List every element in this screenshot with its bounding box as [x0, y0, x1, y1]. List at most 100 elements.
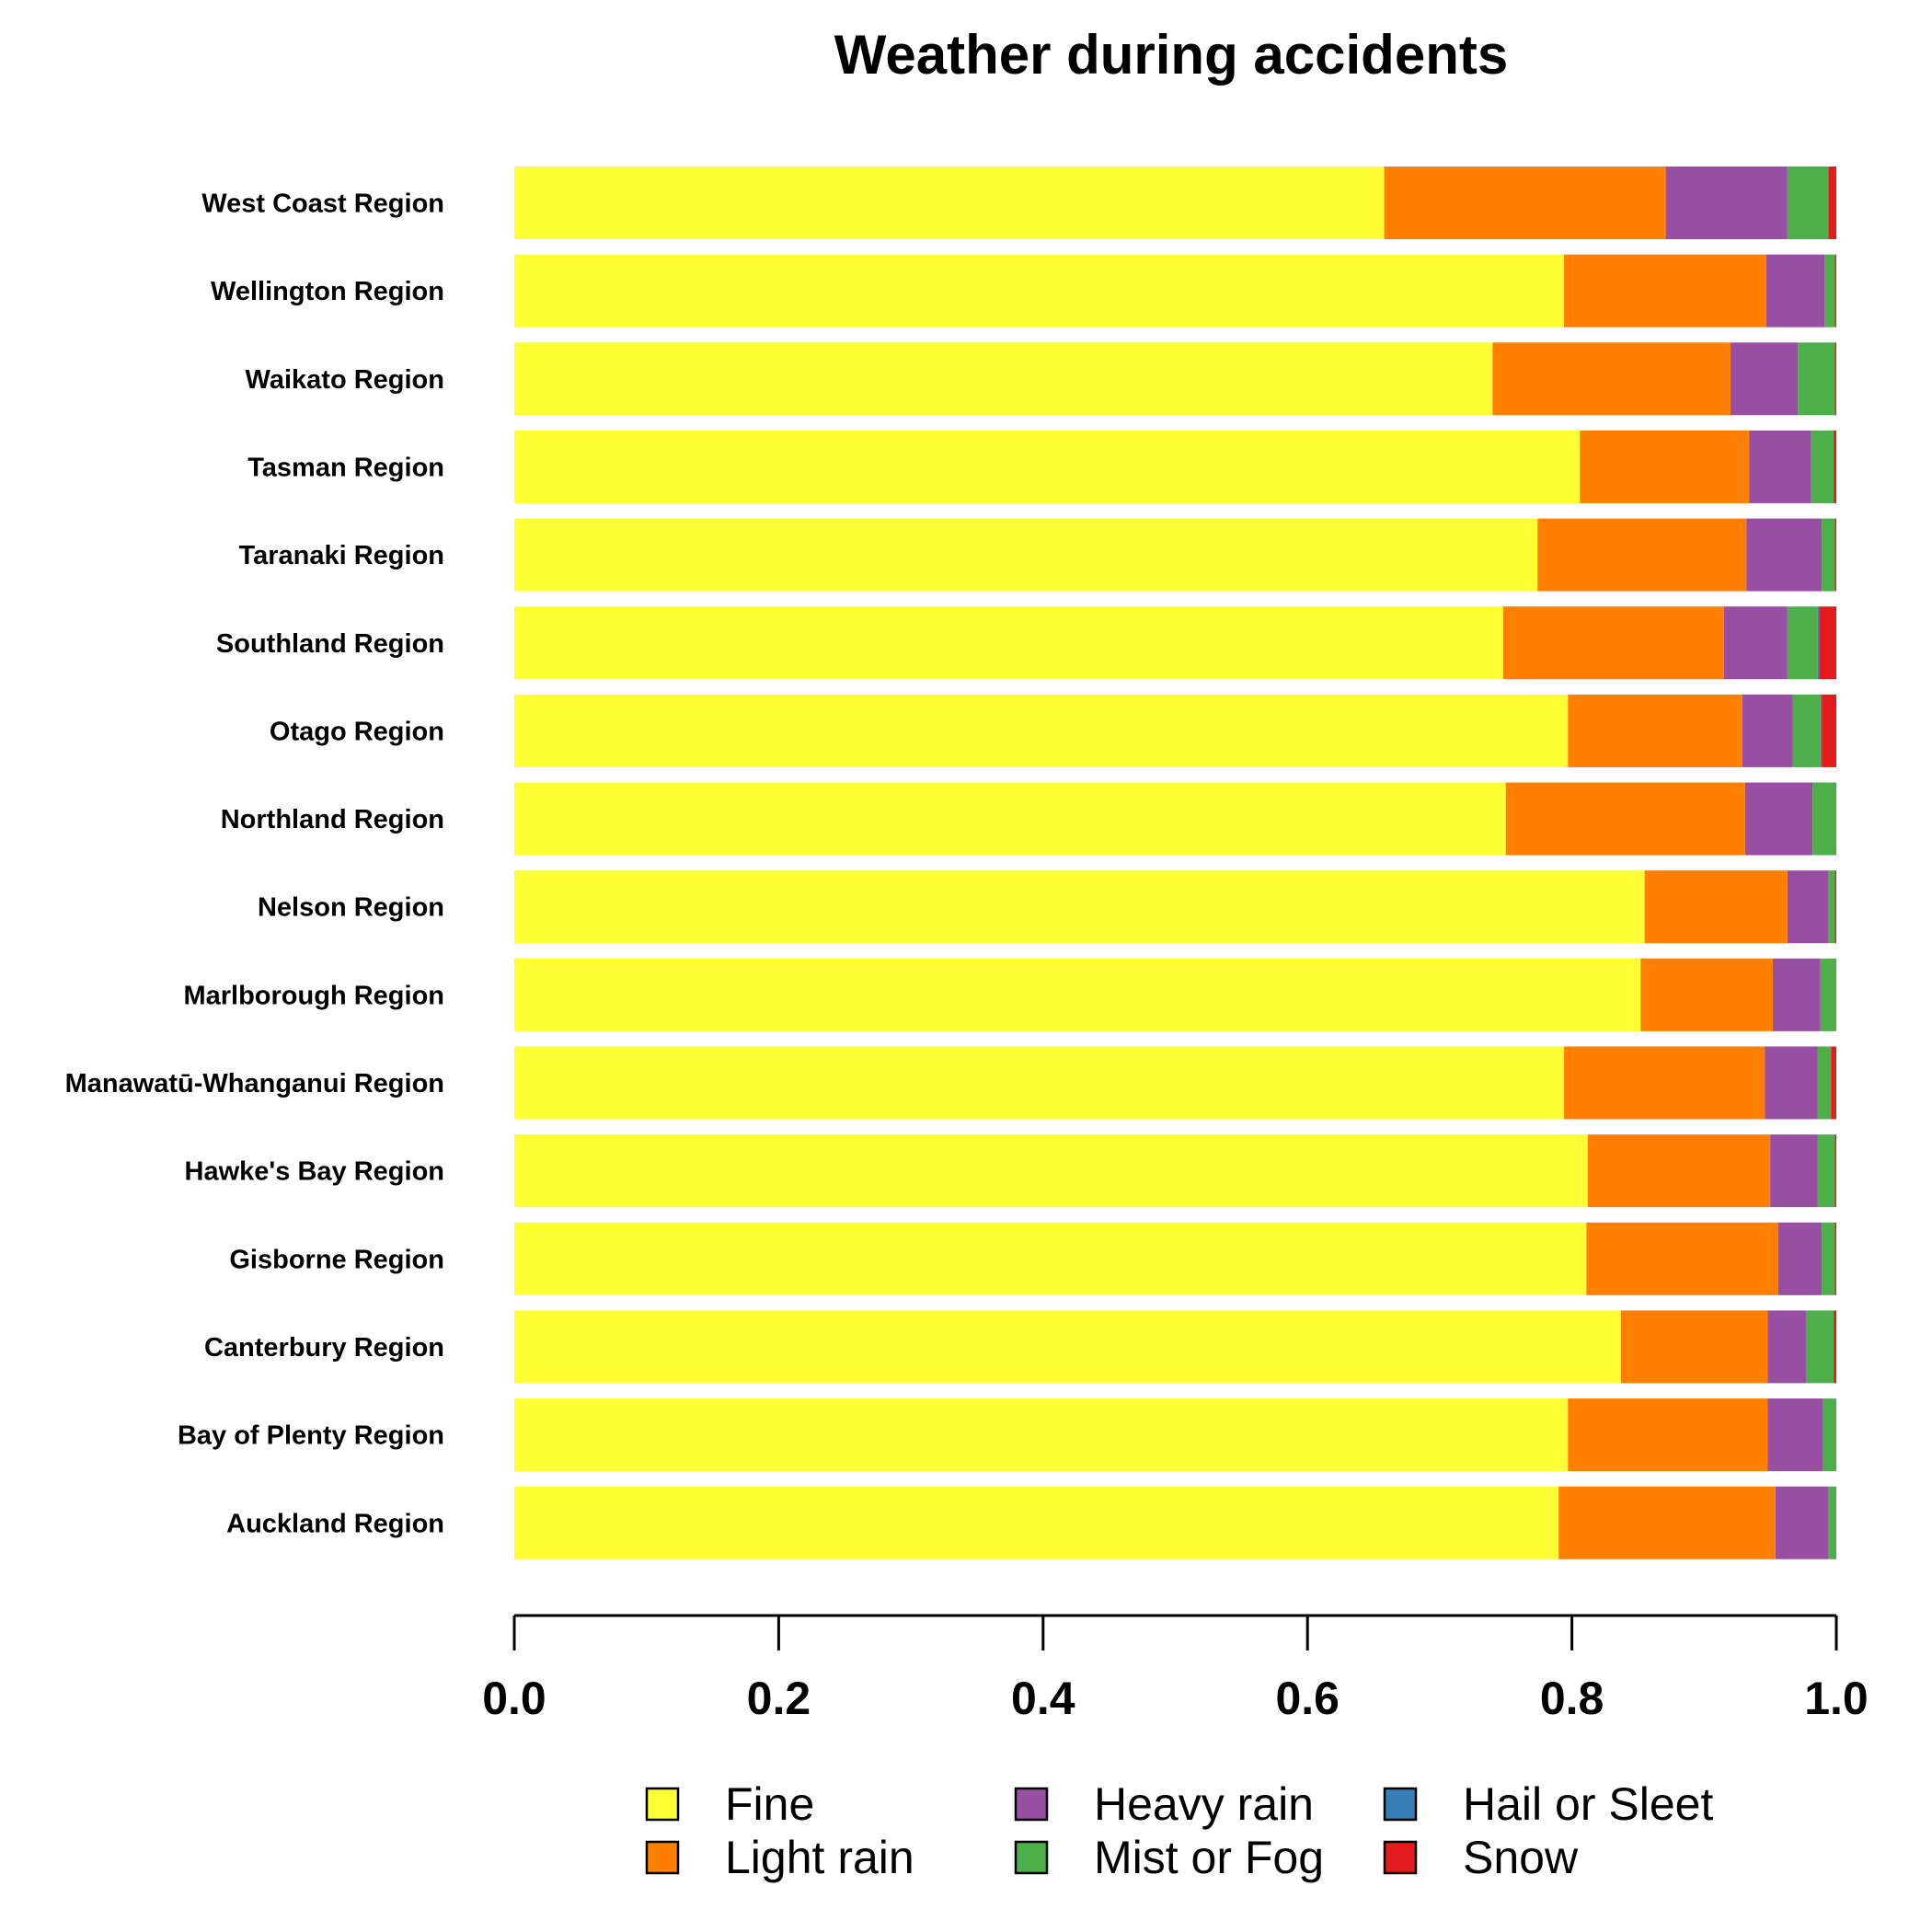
bar-segment-heavy-rain	[1731, 342, 1799, 416]
category-label: Tasman Region	[247, 453, 444, 482]
bar-segment-fine	[514, 1046, 1564, 1120]
bar-segment-heavy-rain	[1767, 1310, 1806, 1384]
category-label: Bay of Plenty Region	[178, 1421, 444, 1451]
category-label: Nelson Region	[258, 893, 444, 923]
bar-segment-mist-or-fog	[1792, 694, 1821, 767]
bar-segment-snow	[1834, 1310, 1836, 1384]
category-label: Gisborne Region	[229, 1245, 444, 1274]
bar-segment-mist-or-fog	[1824, 254, 1835, 328]
legend-swatch	[1014, 1840, 1049, 1875]
bar-segment-fine	[514, 1486, 1559, 1559]
bar-segment-snow	[1831, 1046, 1836, 1120]
chart-title: Weather during accidents	[834, 24, 1508, 86]
bar-segment-fine	[514, 1398, 1569, 1472]
bar-segment-mist-or-fog	[1787, 167, 1829, 239]
bar-segment-fine	[514, 254, 1564, 328]
bar-segment-light-rain	[1640, 958, 1774, 1031]
bar-segment-fine	[514, 1310, 1621, 1384]
bar-segment-fine	[514, 782, 1506, 856]
bar-segment-snow	[1828, 167, 1836, 239]
x-tick-label: 0.2	[747, 1673, 811, 1724]
bar-segment-snow	[1834, 870, 1836, 944]
bar-segment-snow	[1834, 430, 1836, 503]
bar-segment-hail-or-sleet	[1817, 606, 1820, 680]
category-label: Marlborough Region	[183, 981, 444, 1010]
legend-swatch	[1383, 1840, 1418, 1875]
bar-segment-mist-or-fog	[1828, 870, 1835, 944]
bar-segment-fine	[514, 430, 1581, 503]
category-label: Hawke's Bay Region	[185, 1157, 445, 1187]
bar-segment-mist-or-fog	[1828, 1486, 1836, 1559]
category-label: Manawatū-Whanganui Region	[65, 1069, 444, 1098]
bar-segment-light-rain	[1537, 518, 1747, 592]
bar-segment-fine	[514, 870, 1645, 944]
legend-label: Snow	[1463, 1832, 1579, 1883]
bar-segment-snow	[1834, 518, 1836, 592]
category-label: Canterbury Region	[204, 1333, 444, 1363]
bar-segment-light-rain	[1644, 870, 1788, 944]
bar-segment-snow	[1834, 342, 1836, 416]
bar-segment-mist-or-fog	[1822, 1222, 1835, 1295]
legend-label: Light rain	[725, 1832, 914, 1883]
category-label: Northland Region	[221, 805, 444, 834]
bar-segment-light-rain	[1384, 167, 1666, 239]
category-label: Waikato Region	[246, 365, 444, 395]
category-label: Auckland Region	[226, 1509, 444, 1538]
bar-segment-heavy-rain	[1746, 518, 1823, 592]
bar-segment-snow	[1819, 606, 1836, 680]
x-axis: 0.0 0.2 0.4 0.6 0.8 1.0	[482, 1614, 1869, 1724]
bar-segment-mist-or-fog	[1822, 518, 1835, 592]
bar-segment-fine	[514, 694, 1569, 767]
bar-segment-mist-or-fog	[1823, 1398, 1836, 1472]
bar-segment-heavy-rain	[1773, 958, 1821, 1031]
category-labels: West Coast Region Wellington Region Waikat…	[65, 190, 444, 1539]
bar-segment-fine	[514, 167, 1385, 239]
bar-segment-light-rain	[1586, 1222, 1778, 1295]
bar-segment-fine	[514, 606, 1503, 680]
bar-segment-fine	[514, 958, 1641, 1031]
legend-swatch	[645, 1787, 680, 1822]
bar-segment-heavy-rain	[1765, 1046, 1818, 1120]
bars-layer	[514, 167, 1836, 1559]
bar-segment-mist-or-fog	[1811, 430, 1834, 503]
bar-segment-heavy-rain	[1767, 1398, 1823, 1472]
legend-label: Hail or Sleet	[1463, 1778, 1713, 1830]
bar-segment-heavy-rain	[1742, 694, 1793, 767]
bar-segment-heavy-rain	[1744, 782, 1813, 856]
bar-segment-light-rain	[1620, 1310, 1768, 1384]
bar-segment-heavy-rain	[1775, 1486, 1829, 1559]
category-label: Wellington Region	[211, 277, 444, 306]
x-tick-label: 0.4	[1011, 1673, 1075, 1724]
bar-segment-mist-or-fog	[1798, 342, 1835, 416]
bar-segment-light-rain	[1558, 1486, 1776, 1559]
bar-segment-heavy-rain	[1765, 254, 1825, 328]
bar-segment-fine	[514, 1222, 1587, 1295]
bar-segment-snow	[1834, 1222, 1836, 1295]
category-label: Taranaki Region	[239, 541, 444, 570]
bar-segment-light-rain	[1505, 782, 1745, 856]
bar-segment-mist-or-fog	[1817, 1134, 1835, 1208]
bar-segment-light-rain	[1568, 1398, 1768, 1472]
bar-segment-heavy-rain	[1665, 167, 1788, 239]
x-tick-label: 0.0	[482, 1673, 546, 1724]
bar-segment-fine	[514, 518, 1538, 592]
category-label: West Coast Region	[201, 190, 444, 219]
legend-swatch	[645, 1840, 680, 1875]
bar-segment-light-rain	[1563, 254, 1766, 328]
legend-swatch	[1014, 1787, 1049, 1822]
bar-segment-heavy-rain	[1749, 430, 1811, 503]
bar-segment-fine	[514, 1134, 1588, 1208]
bar-segment-light-rain	[1568, 694, 1742, 767]
bar-segment-mist-or-fog	[1787, 606, 1818, 680]
bar-segment-light-rain	[1502, 606, 1724, 680]
legend-label: Heavy rain	[1094, 1778, 1314, 1830]
bar-segment-snow	[1822, 694, 1836, 767]
legend-swatch	[1383, 1787, 1418, 1822]
bar-segment-light-rain	[1587, 1134, 1771, 1208]
bar-segment-heavy-rain	[1723, 606, 1788, 680]
bar-segment-hail-or-sleet	[1820, 694, 1823, 767]
bar-segment-mist-or-fog	[1817, 1046, 1832, 1120]
x-tick-label: 0.8	[1540, 1673, 1604, 1724]
bar-segment-snow	[1834, 254, 1836, 328]
